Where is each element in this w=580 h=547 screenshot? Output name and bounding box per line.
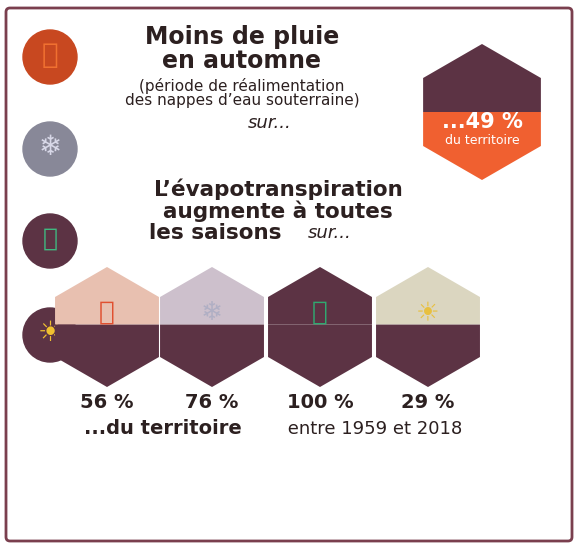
Polygon shape: [160, 267, 264, 324]
Text: ...49 %: ...49 %: [441, 112, 523, 132]
Text: 76 %: 76 %: [186, 393, 239, 411]
Text: 🌿: 🌿: [312, 300, 328, 326]
Polygon shape: [268, 267, 372, 324]
Text: ❄: ❄: [201, 300, 223, 326]
Polygon shape: [268, 324, 372, 387]
Text: 29 %: 29 %: [401, 393, 455, 411]
Text: augmente à toutes: augmente à toutes: [163, 200, 393, 222]
Text: 100 %: 100 %: [287, 393, 353, 411]
Text: 🌿: 🌿: [42, 227, 57, 251]
Text: Moins de pluie: Moins de pluie: [145, 25, 339, 49]
Polygon shape: [423, 44, 541, 112]
Text: ❄: ❄: [38, 133, 61, 161]
Text: 56 %: 56 %: [80, 393, 134, 411]
Text: ...du territoire: ...du territoire: [84, 420, 242, 439]
Polygon shape: [55, 267, 159, 324]
Text: 🍁: 🍁: [42, 41, 59, 69]
FancyBboxPatch shape: [6, 8, 572, 541]
Text: sur...: sur...: [248, 114, 292, 132]
Circle shape: [23, 30, 77, 84]
Text: entre 1959 et 2018: entre 1959 et 2018: [282, 420, 462, 438]
Polygon shape: [376, 324, 480, 387]
Circle shape: [23, 308, 77, 362]
Text: ☀: ☀: [416, 300, 440, 326]
Text: ☀: ☀: [38, 319, 63, 347]
Text: L’évapotranspiration: L’évapotranspiration: [154, 178, 403, 200]
Polygon shape: [160, 324, 264, 387]
Circle shape: [23, 214, 77, 268]
Text: les saisons: les saisons: [148, 223, 281, 243]
Circle shape: [23, 122, 77, 176]
Text: sur...: sur...: [308, 224, 352, 242]
Text: 🍁: 🍁: [99, 300, 115, 326]
Polygon shape: [376, 267, 480, 324]
Polygon shape: [55, 324, 159, 387]
Text: du territoire: du territoire: [445, 133, 519, 147]
Text: des nappes d’eau souterraine): des nappes d’eau souterraine): [125, 94, 360, 108]
Text: en automne: en automne: [162, 49, 321, 73]
Polygon shape: [423, 112, 541, 180]
Text: (période de réalimentation: (période de réalimentation: [139, 78, 345, 94]
